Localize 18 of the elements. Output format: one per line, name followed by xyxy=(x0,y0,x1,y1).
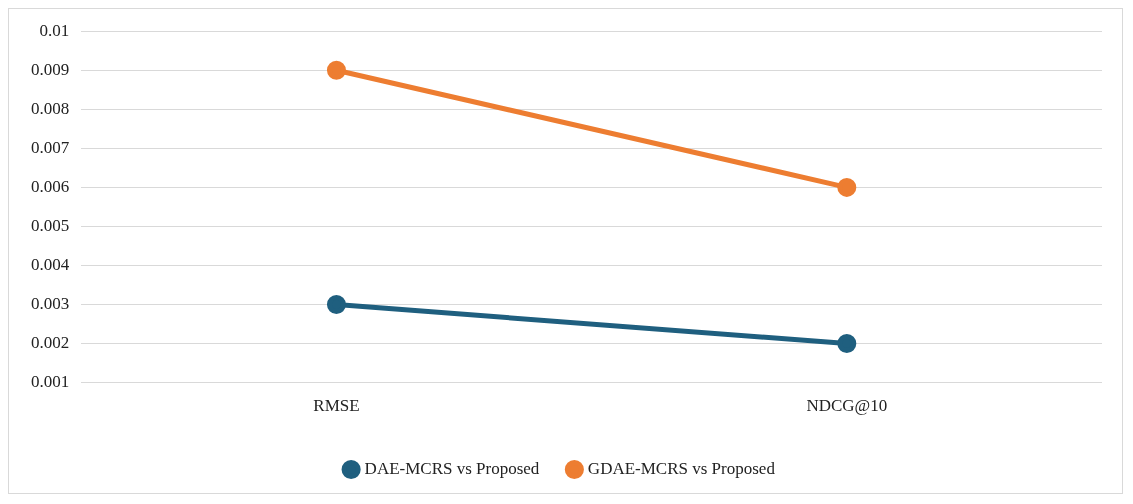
y-tick-label: 0.005 xyxy=(31,215,70,235)
point xyxy=(837,177,857,197)
y-tick-label: 0.001 xyxy=(31,372,70,392)
y-tick-label: 0.01 xyxy=(39,20,70,40)
y-tick-label: 0.002 xyxy=(31,333,70,353)
x-tick-label: NDCG@10 xyxy=(806,396,888,416)
y-tick-label: 0.003 xyxy=(31,293,70,313)
x-tick-label: RMSE xyxy=(313,396,360,416)
y-tick-label: 0.009 xyxy=(31,59,70,79)
legend-label: DAE-MCRS vs Proposed xyxy=(364,458,540,478)
legend-label: GDAE-MCRS vs Proposed xyxy=(587,458,776,478)
point xyxy=(326,295,346,315)
y-tick-label: 0.007 xyxy=(31,137,70,157)
y-tick-label: 0.008 xyxy=(31,98,70,118)
y-tick-label: 0.004 xyxy=(31,254,70,274)
point xyxy=(837,334,857,354)
point xyxy=(326,60,346,80)
y-tick-label: 0.006 xyxy=(31,176,70,196)
